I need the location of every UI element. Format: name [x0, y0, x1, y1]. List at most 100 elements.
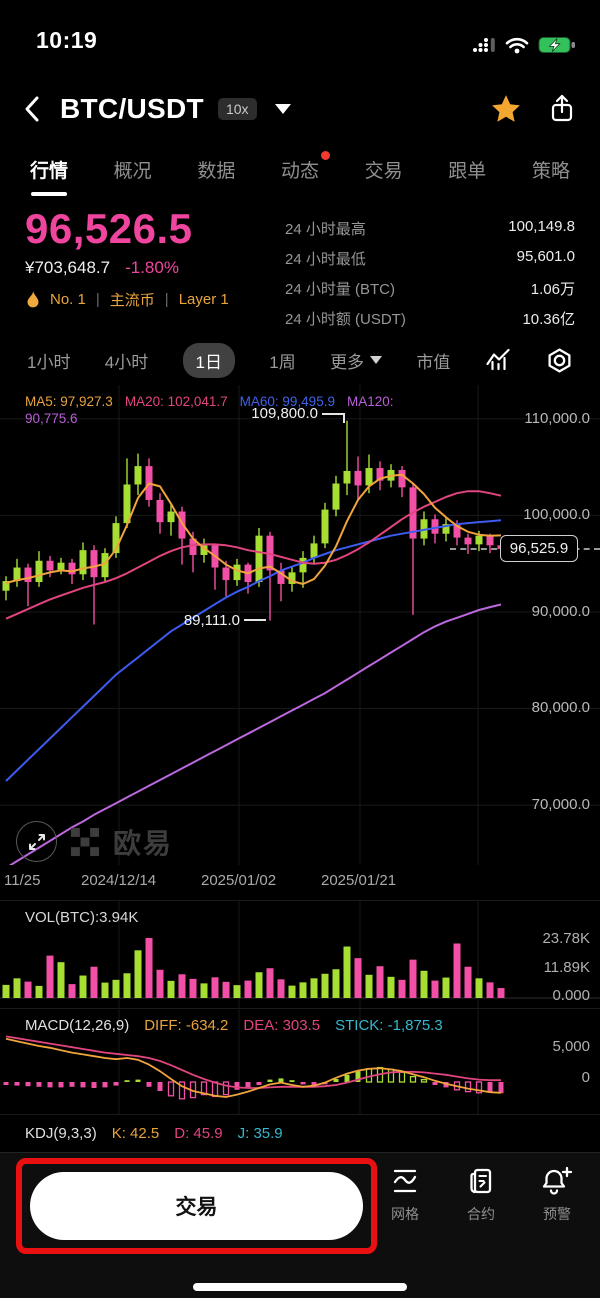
okx-logo [70, 827, 100, 856]
timeframe-more[interactable]: 更多 [330, 348, 383, 373]
contract-button[interactable]: 合约 [451, 1166, 511, 1224]
back-icon[interactable] [24, 95, 40, 123]
macd-title: MACD(12,26,9) [25, 1017, 130, 1034]
volume-label: VOL(BTC):3.94K [25, 909, 139, 926]
ma5-value: MA5: 97,927.3 [25, 394, 113, 409]
stat-row: 24 小时最高 100,149.8 [285, 218, 575, 238]
macd-axis-label: 5,000 [552, 1038, 590, 1055]
kdj-title: KDJ(9,3,3) [25, 1125, 97, 1142]
tab-copy-trading[interactable]: 跟单 [448, 160, 487, 182]
y-axis-label: 110,000.0 [524, 410, 590, 427]
home-indicator[interactable] [193, 1283, 407, 1291]
stats-24h: 24 小时最高 100,149.8 24 小时最低 95,601.0 24 小时量 … [285, 205, 575, 335]
favorite-star-icon[interactable] [490, 93, 522, 125]
timeframe-1d[interactable]: 1日 [182, 342, 235, 378]
tab-bar: 行情 概况 数据 动态 交易 跟单 策略 [0, 138, 600, 200]
timeframe-1h[interactable]: 1小时 [27, 352, 71, 372]
chart-settings-icon[interactable] [546, 347, 573, 374]
bottom-bar: 交易 网格 合约 [0, 1152, 600, 1298]
timeframe-4h[interactable]: 4小时 [104, 352, 149, 372]
kdj-j: J: 35.9 [237, 1125, 283, 1142]
alert-bell-icon [542, 1166, 573, 1195]
price-alert-button[interactable]: 预警 [527, 1166, 587, 1224]
tab-news[interactable]: 动态 [281, 150, 330, 183]
ma120-label: MA120: [346, 394, 394, 409]
expand-arrows-icon [28, 833, 45, 850]
tab-data[interactable]: 数据 [197, 160, 236, 182]
clock: 10:19 [36, 27, 98, 53]
price-block: 96,526.5 ¥703,648.7 -1.80% No. 1 | 主流币 |… [25, 205, 229, 335]
volume-axis-label: 23.78K [542, 930, 590, 947]
timeframe-bar: 1小时 4小时 1日 1周 更多 市值 [0, 335, 600, 385]
ma60-value: MA60: 99,495.9 [239, 394, 335, 409]
rank-tag[interactable]: No. 1 [50, 291, 86, 308]
tab-overview[interactable]: 概况 [113, 160, 152, 182]
battery-charging-icon [538, 36, 575, 53]
y-axis-label: 90,000.0 [531, 603, 590, 620]
leverage-badge[interactable]: 10x [217, 98, 257, 120]
macd-legend: MACD(12,26,9) DIFF: -634.2 DEA: 303.5 ST… [25, 1017, 443, 1034]
status-icons [472, 35, 576, 54]
stat-row: 24 小时额 (USDT) 10.36亿 [285, 311, 575, 328]
x-axis-label: 2025/01/02 [201, 872, 277, 889]
ma120-value: 90,775.6 [25, 411, 78, 426]
trade-button-highlight-annotation: 交易 [16, 1158, 377, 1254]
tab-strategy[interactable]: 策略 [531, 160, 570, 182]
x-axis-label: 2025/01/21 [321, 872, 397, 889]
status-bar: 10:19 [0, 0, 600, 58]
ticker-info: 96,526.5 ¥703,648.7 -1.80% No. 1 | 主流币 |… [0, 205, 600, 335]
ma20-value: MA20: 102,041.7 [124, 394, 228, 409]
grid-trading-button[interactable]: 网格 [375, 1166, 435, 1224]
macd-diff: DIFF: -634.2 [144, 1017, 229, 1034]
quick-actions: 网格 合约 预警 [375, 1166, 587, 1224]
share-icon[interactable] [548, 94, 576, 124]
volume-axis-label: 11.89K [543, 959, 590, 976]
high-annotation: 109,800.0 [251, 405, 318, 422]
market-cap-button[interactable]: 市值 [416, 352, 451, 372]
kdj-k: K: 42.5 [111, 1125, 160, 1142]
tab-trade[interactable]: 交易 [364, 160, 403, 182]
watermark-text: 欧易 [113, 827, 174, 859]
last-price-tag: 96,525.9 [500, 535, 578, 562]
macd-dea: DEA: 303.5 [243, 1017, 321, 1034]
ma-legend: MA5: 97,927.3 MA20: 102,041.7 MA60: 99,495… [25, 393, 495, 427]
watermark: 欧易 [16, 821, 173, 862]
macd-axis-label: 0 [581, 1069, 590, 1086]
volume-axis-label: 0.000 [552, 987, 590, 1004]
pair-title: BTC/USDT [60, 93, 204, 124]
y-axis-label: 70,000.0 [531, 796, 590, 813]
volume-chart[interactable] [0, 901, 600, 1009]
kdj-d: D: 45.9 [174, 1125, 223, 1142]
fiat-price: ¥703,648.7 [25, 258, 111, 277]
macd-chart[interactable] [0, 1009, 600, 1115]
grid-trading-icon [393, 1169, 417, 1193]
trade-button[interactable]: 交易 [30, 1172, 363, 1240]
low-annotation: 89,111.0 [183, 612, 240, 629]
candlestick-chart[interactable] [0, 385, 600, 865]
pair-selector-caret-icon[interactable] [274, 104, 291, 114]
notification-dot [320, 150, 330, 160]
x-axis: 11/25 2024/12/14 2025/01/02 2025/01/21 [0, 872, 600, 896]
category-tag[interactable]: 主流币 [109, 292, 155, 309]
macd-stick: STICK: -1,875.3 [335, 1017, 443, 1034]
layer-tag[interactable]: Layer 1 [178, 291, 229, 308]
tab-market[interactable]: 行情 [30, 156, 68, 196]
flame-icon [27, 290, 39, 307]
chart-type-icon[interactable] [485, 347, 512, 373]
active-tab-underline [31, 191, 67, 196]
macd-pane: MACD(12,26,9) DIFF: -634.2 DEA: 303.5 ST… [0, 1008, 600, 1115]
timeframe-1w[interactable]: 1周 [269, 352, 296, 372]
cellular-signal-icon [473, 38, 495, 52]
x-axis-label: 2024/12/14 [81, 872, 157, 889]
header: BTC/USDT 10x [0, 80, 600, 138]
wifi-icon [505, 37, 529, 53]
y-axis-label: 100,000.0 [523, 506, 590, 523]
contract-icon [470, 1168, 492, 1194]
expand-chart-button[interactable] [16, 821, 57, 862]
last-price: 96,526.5 [25, 205, 193, 252]
kdj-legend: KDJ(9,3,3) K: 42.5 D: 45.9 J: 35.9 [0, 1114, 600, 1152]
token-tags: No. 1 | 主流币 | Layer 1 [25, 289, 229, 310]
stat-row: 24 小时量 (BTC) 1.06万 [285, 281, 575, 298]
volume-pane: VOL(BTC):3.94K 23.78K 11.89K 0.000 [0, 900, 600, 1009]
